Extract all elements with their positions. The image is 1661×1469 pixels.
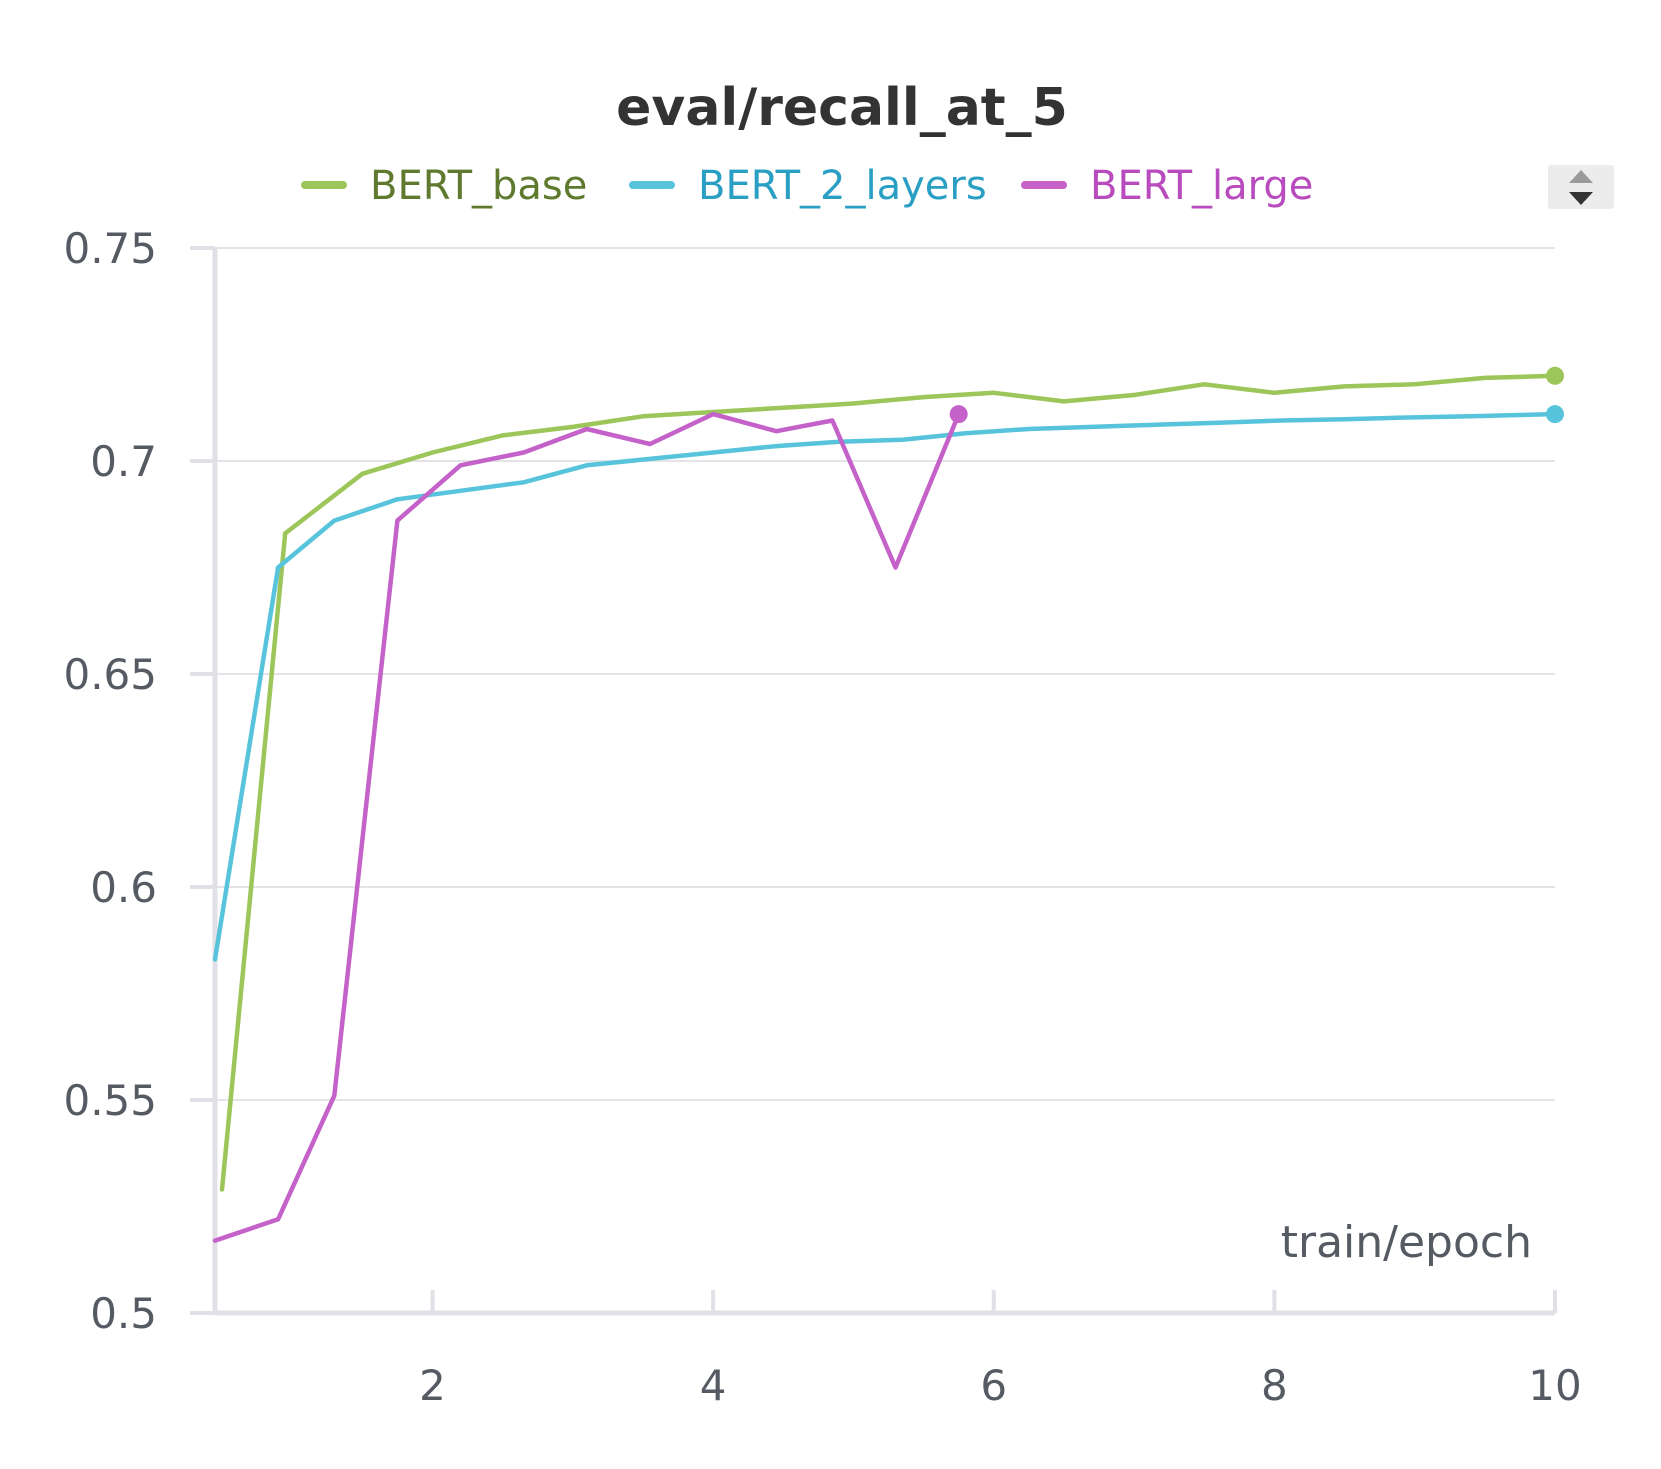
x-tick-label: 8	[1261, 1361, 1288, 1410]
y-tick-label: 0.55	[63, 1076, 157, 1125]
y-tick-label: 0.75	[63, 224, 157, 273]
y-tick-label: 0.65	[63, 650, 157, 699]
axes	[212, 248, 1555, 1316]
legend-label: BERT_base	[370, 163, 587, 209]
series-endpoint-BERT_2_layers	[1546, 405, 1564, 424]
y-tick-label: 0.6	[90, 863, 157, 912]
x-tick-label: 10	[1528, 1361, 1581, 1410]
y-tick-label: 0.5	[90, 1289, 157, 1338]
series-line-BERT_2_layers	[212, 411, 1558, 962]
legend-label: BERT_2_layers	[698, 163, 987, 209]
series-lines	[212, 366, 1564, 1243]
x-tick-label: 2	[419, 1361, 446, 1410]
x-axis-ticks: 2 4 6 8 10	[419, 1290, 1582, 1410]
y-axis-ticks: 0.5 0.55 0.6 0.65 0.7 0.75	[63, 224, 215, 1338]
legend: BERT_base BERT_2_layers BERT_large	[301, 163, 1313, 209]
legend-item-BERT_2_layers[interactable]: BERT_2_layers	[629, 163, 987, 209]
series-endpoint-BERT_large	[949, 405, 968, 424]
series-endpoint-BERT_base	[1546, 366, 1564, 385]
x-tick-label: 4	[700, 1361, 727, 1410]
legend-item-BERT_base[interactable]: BERT_base	[301, 163, 587, 209]
legend-item-BERT_large[interactable]: BERT_large	[1021, 163, 1313, 209]
grid-lines	[215, 247, 1555, 1314]
y-tick-label: 0.7	[90, 437, 157, 486]
legend-label: BERT_large	[1090, 163, 1313, 209]
sort-arrows-icon-down	[1569, 192, 1593, 205]
x-axis-label: train/epoch	[1281, 1217, 1532, 1268]
x-tick-label: 6	[980, 1361, 1007, 1410]
series-line-BERT_base	[219, 373, 1558, 1192]
sort-arrows-icon	[1569, 170, 1593, 183]
series-line-BERT_large	[212, 411, 961, 1243]
legend-scroll-control[interactable]	[1548, 165, 1614, 209]
chart-title: eval/recall_at_5	[616, 78, 1068, 138]
